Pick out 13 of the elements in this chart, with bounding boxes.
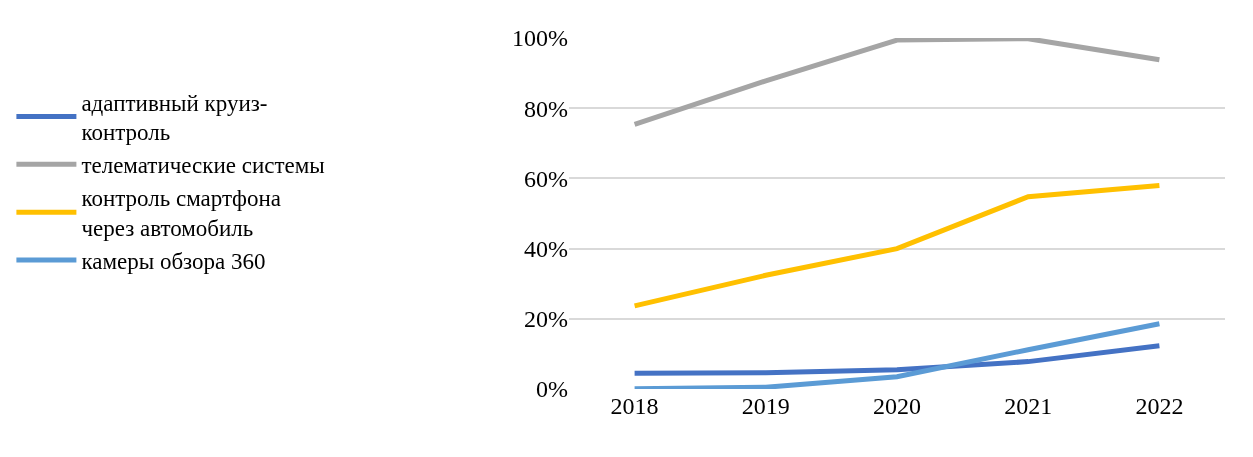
x-tick-label: 2022 [1135,393,1184,419]
legend-label: телематические системы [81,153,325,179]
x-tick-label: 2021 [1004,393,1053,419]
legend-label: камеры обзора 360 [81,249,266,275]
y-tick-label: 80% [524,95,568,122]
y-tick-label: 100% [512,25,568,52]
y-tick-label: 20% [524,306,568,333]
y-tick-label: 0% [536,376,568,403]
x-tick-label: 2019 [741,393,790,419]
x-tick-label: 2018 [610,393,659,419]
y-tick-label: 60% [524,165,568,192]
x-tick-label: 2020 [873,393,921,419]
y-tick-label: 40% [524,236,568,262]
